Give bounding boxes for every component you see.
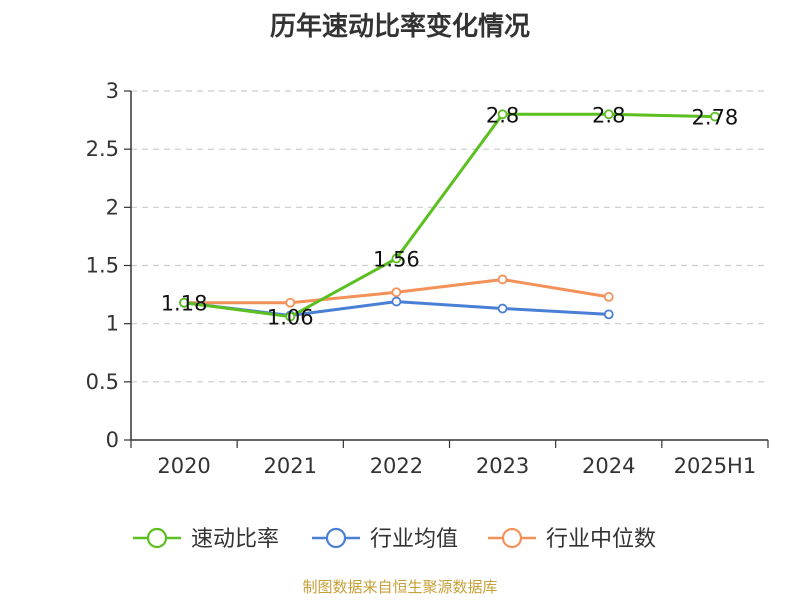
data-point xyxy=(710,111,720,122)
legend-label: 行业均值 xyxy=(370,527,458,552)
source-note: 制图数据来自恒生聚源数据库 xyxy=(302,578,498,596)
x-tick-label: 2025H1 xyxy=(674,454,757,478)
x-tick-label: 2022 xyxy=(370,454,423,478)
y-tick-label: 2.5 xyxy=(86,137,119,161)
grid-lines xyxy=(131,90,768,383)
data-point xyxy=(603,109,614,120)
data-label: 2.8 xyxy=(486,103,519,127)
data-label: 1.56 xyxy=(373,248,420,272)
legend-marker xyxy=(501,527,523,549)
legend-label: 行业中位数 xyxy=(546,527,656,552)
legend-marker xyxy=(146,527,168,549)
y-tick-label: 2 xyxy=(106,195,119,219)
x-tick-label: 2023 xyxy=(476,454,529,478)
data-label: 2.78 xyxy=(692,106,739,130)
chart-title: 历年速动比率变化情况 xyxy=(269,12,530,42)
axes: 0 0.5 1 1.5 2 2.5 3 2020 2021 2022 2023 2024 2025H1 xyxy=(86,79,769,478)
data-point xyxy=(497,274,508,285)
data-point xyxy=(391,287,402,298)
x-tick-label: 2021 xyxy=(264,454,317,478)
data-point xyxy=(285,297,296,308)
legend-marker xyxy=(325,527,347,549)
series-line-0 xyxy=(183,112,715,319)
data-label: 2.8 xyxy=(592,103,625,127)
legend-item-2[interactable]: 行业中位数 xyxy=(488,527,656,552)
data-point xyxy=(391,296,402,307)
y-tick-label: 3 xyxy=(106,79,119,103)
data-point xyxy=(603,292,614,302)
y-tick-label: 1 xyxy=(106,312,119,336)
data-point xyxy=(179,297,189,308)
data-labels: 1.18 1.06 1.56 2.8 2.8 2.78 xyxy=(161,103,739,329)
y-tick-label: 0 xyxy=(106,428,119,452)
legend-item-1[interactable]: 行业均值 xyxy=(312,527,458,552)
legend-label: 速动比率 xyxy=(191,527,279,552)
series-lines xyxy=(179,109,720,322)
data-point xyxy=(285,311,296,322)
data-label: 1.06 xyxy=(267,306,314,330)
data-point xyxy=(391,253,402,264)
x-tick-label: 2024 xyxy=(582,454,635,478)
x-tick-label: 2020 xyxy=(157,454,210,478)
legend-item-0[interactable]: 速动比率 xyxy=(133,527,279,552)
data-point xyxy=(603,309,614,320)
y-tick-label: 1.5 xyxy=(86,254,119,278)
legend[interactable]: 速动比率 行业均值 行业中位数 xyxy=(133,527,656,552)
data-point xyxy=(497,303,508,314)
y-tick-label: 0.5 xyxy=(86,370,119,394)
data-point xyxy=(497,109,508,120)
data-label: 1.18 xyxy=(161,292,208,316)
